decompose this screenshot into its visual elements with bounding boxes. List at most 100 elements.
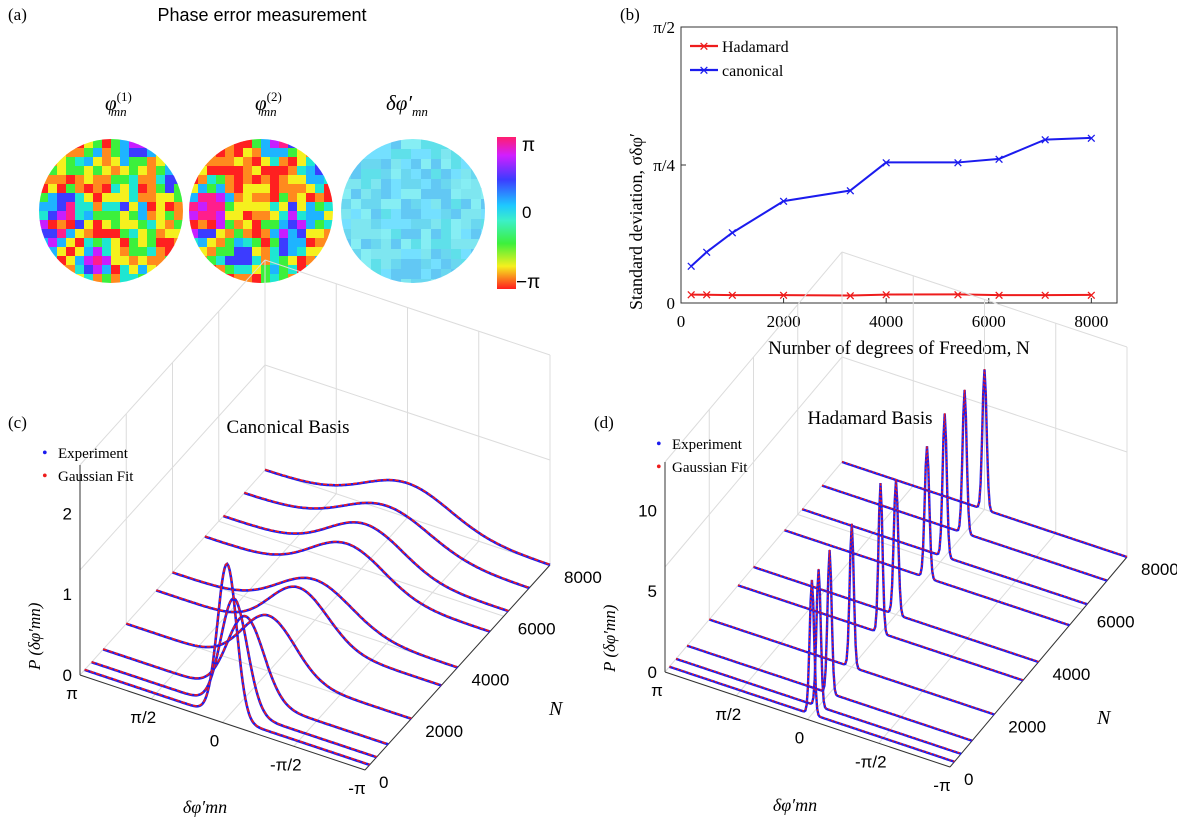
phase-map-1-pixel	[129, 166, 139, 176]
phase-map-1-pixel	[156, 238, 166, 248]
phase-map-1-pixel	[66, 193, 76, 203]
phase-map-1-pixel	[39, 148, 49, 158]
phase-map-2-pixel	[252, 139, 262, 149]
phase-map-1-pixel	[111, 256, 121, 266]
panel-c-fit-curve	[243, 491, 530, 589]
phase-map-1-pixel	[174, 166, 183, 176]
phase-map-2-pixel	[315, 175, 325, 185]
phase-diff-map-pixel	[471, 229, 482, 240]
phase-diff-map-pixel	[381, 219, 392, 230]
phase-map-2-pixel	[243, 265, 253, 275]
phase-map-1-pixel	[120, 256, 130, 266]
phase-map-2-pixel	[252, 247, 262, 257]
phase-map-2-pixel	[324, 229, 333, 239]
phase-map-2-pixel	[216, 247, 226, 257]
phase-map-1-pixel	[156, 148, 166, 158]
phase-map-2-pixel	[216, 265, 226, 275]
panel-b-xtick-label: 4000	[869, 312, 903, 331]
phase-map-1-pixel	[138, 229, 148, 239]
phase-diff-map-pixel	[451, 209, 462, 220]
panel-c-xlabel: δφ′mn	[183, 797, 227, 817]
phase-map-1-pixel	[57, 157, 67, 167]
phase-map-2-pixel	[324, 184, 333, 194]
phase-map-2-pixel	[234, 184, 244, 194]
panel-b-point-canonical: ✕	[845, 184, 856, 199]
phase-map-1-pixel	[147, 211, 157, 221]
phase-map-2-pixel	[297, 157, 307, 167]
phase-map-1-pixel	[129, 211, 139, 221]
panel-b-point-hadamard: ✕	[1040, 288, 1051, 303]
phase-diff-map-pixel	[471, 269, 482, 280]
phase-map-1-pixel	[75, 256, 85, 266]
phase-map-2-pixel	[288, 193, 298, 203]
phase-map-2-pixel	[216, 139, 226, 149]
phase-map-2-pixel	[279, 139, 289, 149]
phase-map-1-pixel	[102, 139, 112, 149]
phase-map-1-pixel	[93, 265, 103, 275]
phase-map-2-pixel	[207, 157, 217, 167]
phase-map-1-pixel	[147, 139, 157, 149]
phase-diff-map-pixel	[411, 279, 422, 283]
phase-map-1-pixel	[165, 256, 175, 266]
panel-c-n-tick-label: 2000	[425, 722, 463, 741]
phase-diff-map-pixel	[401, 199, 412, 210]
phase-diff-map-pixel	[461, 269, 472, 280]
phase-map-1-pixel	[147, 193, 157, 203]
phase-map-2-pixel	[207, 247, 217, 257]
panel-b-point-hadamard: ✕	[845, 288, 856, 303]
panel-d-fit-curve	[675, 568, 962, 755]
phase-map-2-pixel	[288, 175, 298, 185]
phase-diff-map-pixel	[481, 179, 485, 190]
phase-map-2-pixel	[207, 265, 217, 275]
phase-map-2-pixel	[261, 175, 271, 185]
phase-diff-map-pixel	[361, 189, 372, 200]
phase-map-2-pixel	[270, 148, 280, 158]
phase-diff-map-pixel	[341, 219, 352, 230]
panel-d-experiment-curve	[737, 482, 1024, 682]
panel-c-experiment-curve	[84, 562, 371, 767]
phase-map-1-pixel	[102, 265, 112, 275]
phase-diff-map-pixel	[361, 209, 372, 220]
phase-map-1-pixel	[48, 166, 58, 176]
phase-map-1-pixel	[57, 247, 67, 257]
phase-map-1-pixel	[138, 256, 148, 266]
legend-canonical-label: canonical	[722, 63, 784, 80]
phase-map-1-pixel	[75, 211, 85, 221]
phase-map-1-pixel	[111, 193, 121, 203]
phase-map-1-pixel	[129, 184, 139, 194]
phase-map-1-pixel	[84, 175, 94, 185]
phase-map-1-pixel	[111, 139, 121, 149]
panel-d-nlabel: N	[1096, 707, 1112, 729]
phase-diff-map-pixel	[371, 269, 382, 280]
phase-diff-map-pixel	[481, 169, 485, 180]
phase-map-2-pixel	[216, 166, 226, 176]
phase-map-2-pixel	[279, 265, 289, 275]
phase-map-1-pixel	[84, 238, 94, 248]
phase-map-2-pixel	[315, 220, 325, 230]
phase-map-2-pixel	[198, 256, 208, 266]
phase-diff-map-pixel	[431, 229, 442, 240]
phase-map-1-pixel	[75, 139, 85, 149]
phase-diff-map-pixel	[471, 209, 482, 220]
phase-map-2-pixel	[297, 238, 307, 248]
panel-a: (a) Phase error measurement φ(1) mn φ(2) m…	[8, 5, 540, 293]
phase-map-2-pixel	[261, 139, 271, 149]
phase-map-1-pixel	[66, 211, 76, 221]
phase-map-2-pixel	[216, 220, 226, 230]
phase-map-1-pixel	[84, 184, 94, 194]
phase-diff-map-pixel	[351, 149, 362, 160]
phase-map-1-pixel	[75, 184, 85, 194]
phase-diff-map-pixel	[431, 159, 442, 170]
phase-diff-map-pixel	[431, 139, 442, 150]
phase-diff-map-pixel	[391, 229, 402, 240]
phase-map-1-pixel	[48, 202, 58, 212]
phase-map-2-pixel	[189, 238, 199, 248]
phase-map-1-pixel	[84, 166, 94, 176]
phase-map-1-pixel	[165, 166, 175, 176]
phase-map-2-pixel	[261, 148, 271, 158]
phase-map-1-pixel	[147, 238, 157, 248]
phase-map-1-pixel	[156, 184, 166, 194]
phase-diff-map-pixel	[441, 269, 452, 280]
phase-map-2-pixel	[234, 211, 244, 221]
phase-diff-map-pixel	[381, 189, 392, 200]
